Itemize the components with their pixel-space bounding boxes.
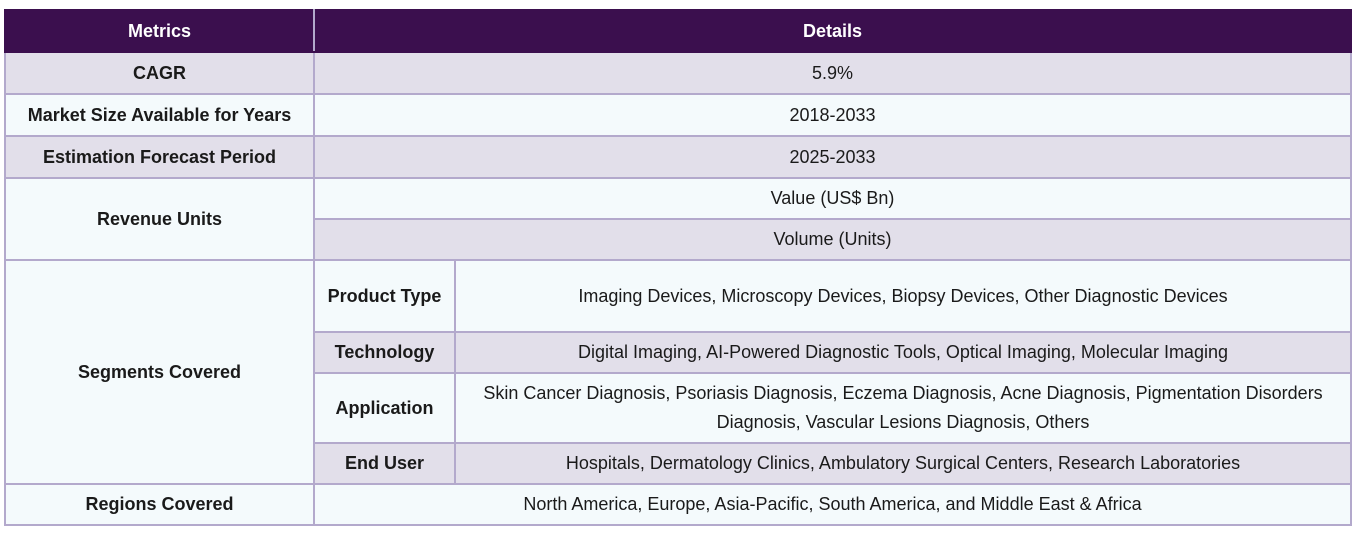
- revenue-units-volume: Volume (Units): [313, 218, 1352, 261]
- table-row-segment-application: Application Skin Cancer Diagnosis, Psori…: [5, 372, 1352, 444]
- header-details: Details: [313, 9, 1352, 53]
- segment-value-end-user: Hospitals, Dermatology Clinics, Ambulato…: [454, 442, 1352, 485]
- market-size-value: 2018-2033: [313, 93, 1352, 137]
- table-row-segment-end-user: End User Hospitals, Dermatology Clinics,…: [5, 442, 1352, 485]
- segment-value-application: Skin Cancer Diagnosis, Psoriasis Diagnos…: [454, 372, 1352, 444]
- segment-label-product-type: Product Type: [313, 259, 456, 333]
- segments-label: Segments Covered: [4, 259, 315, 485]
- table-row-regions: Regions Covered North America, Europe, A…: [4, 483, 1352, 526]
- segment-label-end-user: End User: [313, 442, 456, 485]
- revenue-units-value: Value (US$ Bn): [313, 177, 1352, 220]
- table-row-revenue-units-2: Volume (Units): [5, 218, 1352, 261]
- regions-value: North America, Europe, Asia-Pacific, Sou…: [313, 483, 1352, 526]
- market-size-label: Market Size Available for Years: [4, 93, 315, 137]
- market-metrics-table: Metrics Details CAGR 5.9% Market Size Av…: [4, 9, 1352, 526]
- table-row-market-size: Market Size Available for Years 2018-203…: [4, 93, 1352, 137]
- header-metrics: Metrics: [4, 9, 315, 53]
- cagr-label: CAGR: [4, 51, 315, 95]
- table-row-forecast: Estimation Forecast Period 2025-2033: [4, 135, 1352, 179]
- table-header-row: Metrics Details: [4, 9, 1352, 53]
- table-row-revenue-units: Revenue Units Value (US$ Bn): [4, 177, 1352, 261]
- cagr-value: 5.9%: [313, 51, 1352, 95]
- revenue-units-label: Revenue Units: [4, 177, 315, 261]
- segment-value-product-type: Imaging Devices, Microscopy Devices, Bio…: [454, 259, 1352, 333]
- segment-label-technology: Technology: [313, 331, 456, 374]
- regions-label: Regions Covered: [4, 483, 315, 526]
- table-row-segment-product-type: Segments Covered Product Type Imaging De…: [4, 259, 1352, 485]
- table-row-cagr: CAGR 5.9%: [4, 51, 1352, 95]
- table-row-segment-technology: Technology Digital Imaging, AI-Powered D…: [5, 331, 1352, 374]
- segment-label-application: Application: [313, 372, 456, 444]
- forecast-value: 2025-2033: [313, 135, 1352, 179]
- segment-value-technology: Digital Imaging, AI-Powered Diagnostic T…: [454, 331, 1352, 374]
- forecast-label: Estimation Forecast Period: [4, 135, 315, 179]
